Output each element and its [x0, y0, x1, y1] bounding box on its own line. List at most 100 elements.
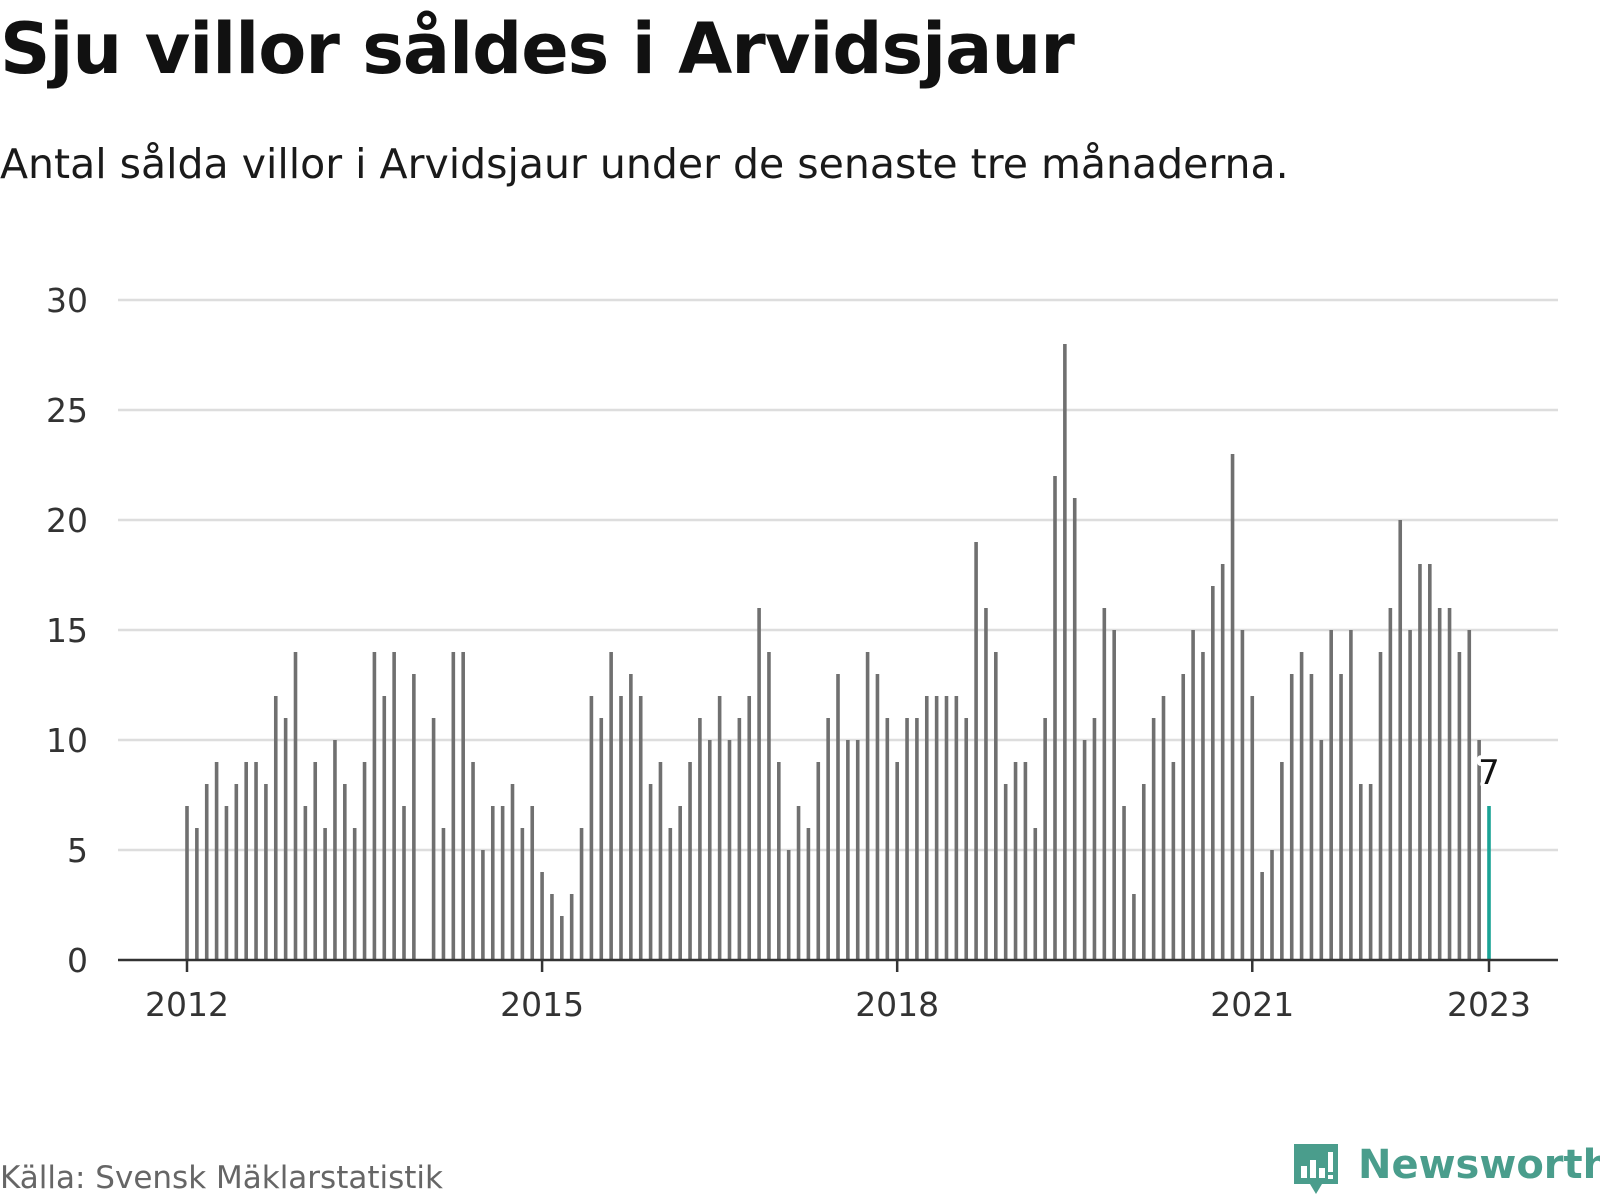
bar	[1418, 564, 1422, 960]
bar	[1072, 498, 1077, 960]
bar	[471, 762, 475, 960]
bar	[402, 806, 406, 960]
bar	[1102, 608, 1107, 960]
bar	[658, 762, 663, 960]
bar	[1309, 674, 1314, 960]
bar	[1230, 454, 1235, 960]
chart-subtitle: Antal sålda villor i Arvidsjaur under de…	[0, 140, 1289, 188]
bar	[924, 696, 929, 960]
bar	[352, 828, 357, 960]
bar	[1122, 806, 1126, 960]
bar	[1280, 762, 1284, 960]
bar	[185, 806, 189, 960]
bar	[816, 762, 821, 960]
bar	[1013, 762, 1018, 960]
bar	[550, 894, 554, 960]
bar	[638, 696, 643, 960]
x-tick-label: 2015	[500, 985, 584, 1024]
bar	[1319, 740, 1324, 960]
y-tick-label: 15	[46, 611, 88, 650]
bar	[1408, 630, 1412, 960]
bar	[609, 652, 613, 960]
highlight-label-halo: 7	[1478, 753, 1500, 793]
bar	[944, 696, 949, 960]
bar	[915, 718, 919, 960]
bar	[1043, 718, 1047, 960]
bar	[1447, 608, 1452, 960]
bar	[1289, 674, 1294, 960]
y-tick-label: 5	[67, 831, 88, 870]
bar	[1132, 894, 1136, 960]
y-tick-label: 10	[46, 721, 88, 760]
bar	[1171, 762, 1176, 960]
bar	[1329, 630, 1333, 960]
bar	[293, 652, 298, 960]
bar	[599, 718, 604, 960]
bar	[1112, 630, 1116, 960]
bar	[431, 718, 436, 960]
bar	[214, 762, 219, 960]
bar	[569, 894, 574, 960]
bar	[392, 652, 396, 960]
bar	[589, 696, 594, 960]
bar	[195, 828, 199, 960]
bar	[994, 652, 998, 960]
bar	[441, 828, 446, 960]
bar	[1023, 762, 1028, 960]
bar	[1378, 652, 1383, 960]
bar	[1368, 784, 1373, 960]
bar	[1388, 608, 1393, 960]
bar	[727, 740, 732, 960]
x-tick-label: 2018	[855, 985, 939, 1024]
bar	[1477, 740, 1481, 960]
bar	[786, 850, 791, 960]
bar	[796, 806, 801, 960]
bar	[688, 762, 692, 960]
bar	[1358, 784, 1363, 960]
bar	[1270, 850, 1274, 960]
bar	[540, 872, 544, 960]
bar	[1201, 652, 1205, 960]
bar	[560, 916, 564, 960]
bar	[865, 652, 870, 960]
bar	[1428, 564, 1432, 960]
bar	[826, 718, 830, 960]
bar	[964, 718, 969, 960]
bar	[1250, 696, 1255, 960]
bar	[717, 696, 722, 960]
newsworthy-logo-icon	[1294, 1144, 1338, 1194]
bar	[619, 696, 623, 960]
bar	[1437, 608, 1442, 960]
bar	[974, 542, 978, 960]
bar	[1299, 652, 1304, 960]
y-tick-label: 25	[46, 391, 88, 430]
bar-highlight	[1487, 806, 1491, 960]
bar	[382, 696, 387, 960]
bar	[362, 762, 367, 960]
bar	[579, 828, 584, 960]
x-tick-label: 2023	[1447, 985, 1531, 1024]
bar	[224, 806, 229, 960]
bar	[254, 762, 258, 960]
bar	[520, 828, 525, 960]
chart-title: Sju villor såldes i Arvidsjaur	[0, 8, 1075, 90]
bar	[1211, 586, 1215, 960]
bar	[343, 784, 347, 960]
bar	[234, 784, 239, 960]
bar	[855, 740, 860, 960]
bar	[1151, 718, 1156, 960]
bar	[629, 674, 633, 960]
bar	[757, 608, 761, 960]
bar	[678, 806, 682, 960]
bar	[1260, 872, 1264, 960]
bar	[1003, 784, 1008, 960]
bar	[490, 806, 495, 960]
bar	[1240, 630, 1245, 960]
bar	[1220, 564, 1225, 960]
x-tick-label: 2021	[1210, 985, 1294, 1024]
bar	[1398, 520, 1403, 960]
newsworthy-brand[interactable]: Newsworthy	[1290, 1140, 1600, 1198]
bar	[333, 740, 337, 960]
bar	[846, 740, 850, 960]
